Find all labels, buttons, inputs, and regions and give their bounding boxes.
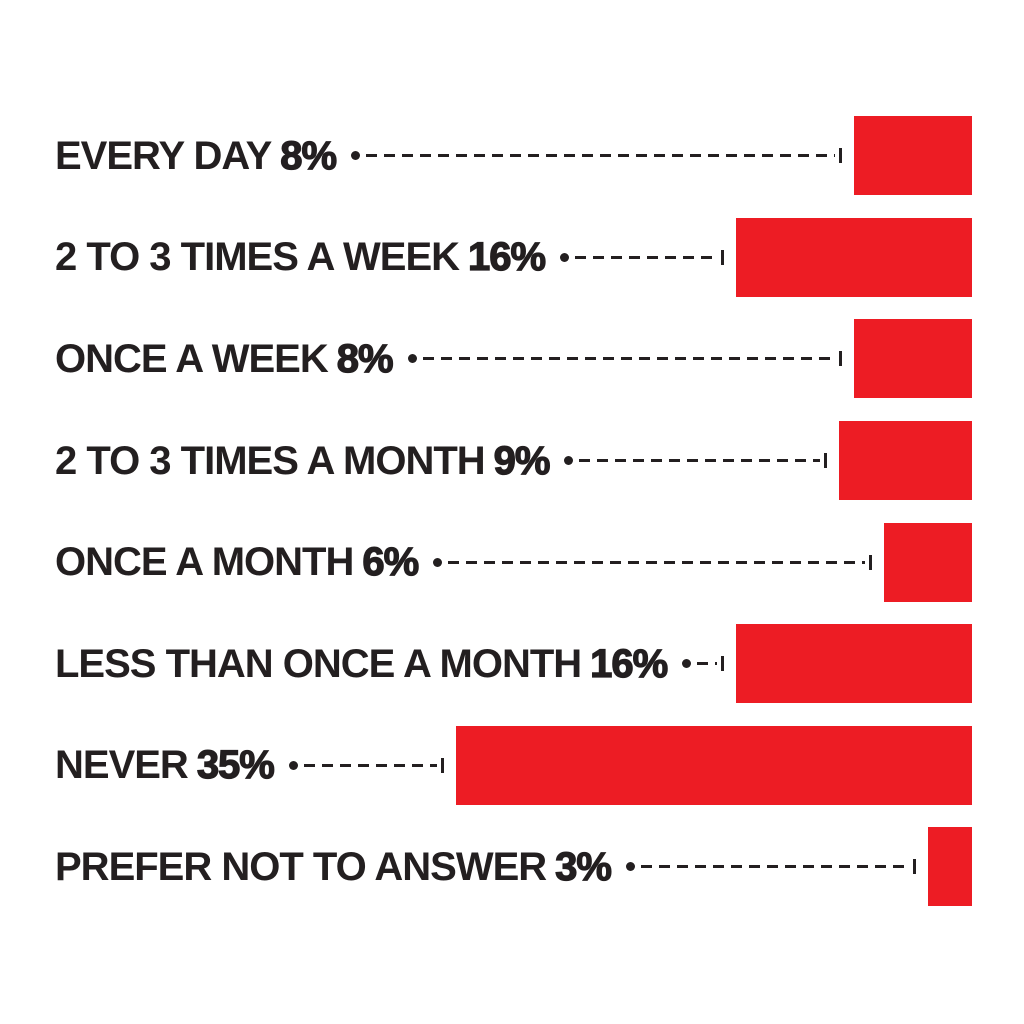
- leader-dashes: [422, 357, 835, 361]
- category-label: NEVER 35%: [55, 743, 276, 788]
- value-text: 6%: [362, 540, 420, 585]
- bar: [456, 725, 972, 805]
- leader-dashes: [366, 154, 835, 158]
- leader-dot-icon: [560, 252, 570, 262]
- chart-row: ONCE A MONTH 6%: [55, 511, 972, 613]
- category-text: ONCE A MONTH: [55, 540, 354, 585]
- leader-tick-icon: [839, 351, 842, 367]
- category-label: ONCE A WEEK 8%: [55, 336, 394, 381]
- leader-tick-icon: [721, 656, 724, 672]
- category-text: LESS THAN ONCE A MONTH: [55, 641, 582, 686]
- category-label: LESS THAN ONCE A MONTH 16%: [55, 641, 669, 686]
- leader-line: [288, 757, 444, 773]
- leader-tick-icon: [721, 249, 724, 265]
- category-text: ONCE A WEEK: [55, 336, 329, 381]
- leader-line: [682, 656, 724, 672]
- chart-row: PREFER NOT TO ANSWER 3%: [55, 816, 972, 918]
- chart-row: EVERY DAY 8%: [55, 105, 972, 207]
- leader-dashes: [575, 255, 717, 259]
- leader-dot-icon: [433, 557, 443, 567]
- category-text: 2 TO 3 TIMES A MONTH: [55, 438, 486, 483]
- value-text: 3%: [554, 844, 612, 889]
- value-text: 16%: [467, 235, 546, 280]
- category-text: 2 TO 3 TIMES A WEEK: [55, 235, 460, 280]
- leader-dashes: [640, 865, 909, 869]
- value-text: 8%: [280, 133, 338, 178]
- chart-rows: EVERY DAY 8% 2 TO 3 TIMES A WEEK 16% ONCE …: [55, 105, 972, 918]
- bar: [884, 522, 972, 602]
- leader-dashes: [697, 662, 717, 666]
- category-text: NEVER: [55, 743, 189, 788]
- leader-line: [433, 554, 872, 570]
- leader-dot-icon: [625, 862, 635, 872]
- leader-line: [625, 859, 916, 875]
- chart-row: 2 TO 3 TIMES A WEEK 16%: [55, 207, 972, 309]
- category-label: 2 TO 3 TIMES A WEEK 16%: [55, 235, 547, 280]
- category-text: EVERY DAY: [55, 133, 272, 178]
- value-text: 8%: [336, 336, 394, 381]
- leader-dot-icon: [682, 659, 692, 669]
- category-label: ONCE A MONTH 6%: [55, 540, 420, 585]
- leader-line: [407, 351, 842, 367]
- leader-tick-icon: [913, 859, 916, 875]
- leader-line: [351, 148, 842, 164]
- bar: [736, 624, 972, 704]
- leader-dot-icon: [407, 354, 417, 364]
- bar: [854, 116, 972, 196]
- chart-row: 2 TO 3 TIMES A MONTH 9%: [55, 410, 972, 512]
- leader-tick-icon: [839, 148, 842, 164]
- leader-dashes: [448, 560, 865, 564]
- category-label: PREFER NOT TO ANSWER 3%: [55, 844, 613, 889]
- chart-row: ONCE A WEEK 8%: [55, 308, 972, 410]
- leader-line: [560, 249, 724, 265]
- leader-dot-icon: [351, 151, 361, 161]
- bar: [736, 217, 972, 297]
- leader-tick-icon: [824, 453, 827, 469]
- bar: [928, 827, 972, 907]
- value-text: 16%: [590, 641, 669, 686]
- bar: [839, 421, 972, 501]
- chart-row: NEVER 35%: [55, 715, 972, 817]
- leader-dot-icon: [288, 760, 298, 770]
- category-text: PREFER NOT TO ANSWER: [55, 844, 547, 889]
- leader-dashes: [579, 459, 820, 463]
- category-label: EVERY DAY 8%: [55, 133, 338, 178]
- leader-tick-icon: [441, 757, 444, 773]
- leader-dashes: [303, 763, 437, 767]
- value-text: 35%: [196, 743, 275, 788]
- leader-tick-icon: [869, 554, 872, 570]
- chart-row: LESS THAN ONCE A MONTH 16%: [55, 613, 972, 715]
- leader-dot-icon: [564, 456, 574, 466]
- value-text: 9%: [493, 438, 551, 483]
- leader-line: [564, 453, 827, 469]
- category-label: 2 TO 3 TIMES A MONTH 9%: [55, 438, 551, 483]
- bar: [854, 319, 972, 399]
